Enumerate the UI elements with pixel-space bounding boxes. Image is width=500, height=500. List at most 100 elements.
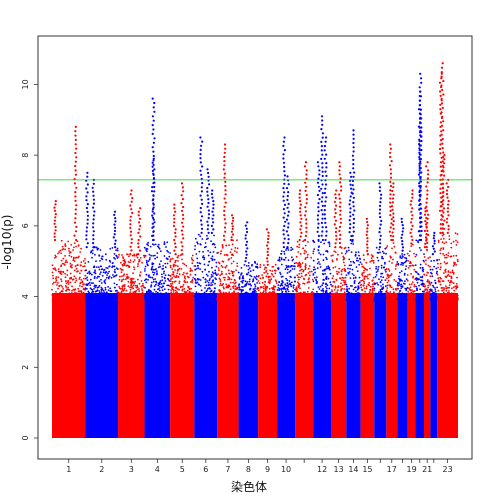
snp-point [96,286,99,289]
snp-point [354,295,357,298]
snp-point [132,287,135,290]
snp-point [411,207,414,210]
snp-point [451,269,454,272]
snp-point [92,234,95,237]
snp-point [316,276,318,278]
snp-point [424,289,427,291]
snp-point [120,299,122,301]
snp-point [332,275,335,277]
snp-point [130,281,132,283]
snp-point [307,296,309,298]
snp-point [351,238,354,242]
snp-point [123,273,126,275]
snp-point [123,264,126,266]
snp-point [379,234,382,237]
snp-point [80,279,83,281]
snp-point [100,282,103,284]
snp-point [414,255,417,258]
snp-point [152,163,155,166]
snp-point [364,275,366,278]
snp-point [214,287,217,290]
snp-point [53,206,56,209]
snp-point [161,279,164,282]
snp-point [372,255,374,258]
snp-point [366,220,369,224]
snp-point [441,138,444,141]
snp-point [411,238,414,242]
snp-point [194,280,197,282]
snp-point [270,294,273,297]
snp-point [159,265,162,268]
snp-point [207,201,210,205]
snp-point [420,283,423,286]
snp-point [144,270,146,272]
snp-point [424,210,427,213]
snp-point [211,196,214,199]
snp-point [448,284,451,286]
snp-point [269,269,271,272]
snp-point [229,251,232,254]
snp-point [147,260,150,263]
snp-point [212,214,215,217]
snp-point [424,207,427,210]
snp-point [436,286,438,289]
snp-point [355,266,358,268]
snp-point [160,260,162,262]
snp-point [202,298,204,301]
snp-point [74,125,77,128]
snp-point [74,138,77,141]
snp-point [424,223,428,226]
snp-point [247,283,250,285]
chromosome-19-points [406,189,417,438]
snp-point [305,298,308,301]
snp-point [317,226,320,229]
snp-point [285,284,288,287]
snp-point [286,288,289,291]
snp-point [130,278,133,280]
snp-point [418,143,421,146]
snp-point [223,197,226,200]
snp-point [129,219,132,222]
snp-point [232,294,235,297]
snp-point [200,215,204,218]
snp-point [268,282,271,285]
snp-point [98,275,100,278]
snp-point [214,298,217,300]
snp-point [290,246,293,249]
snp-point [322,279,325,281]
snp-point [356,270,359,272]
snp-point [126,275,129,278]
snp-point [154,278,157,280]
snp-point [80,261,83,263]
snp-point [104,292,107,295]
snp-point [65,297,67,299]
snp-point [349,260,352,263]
snp-point [140,297,143,300]
snp-point [280,257,283,260]
snp-point [374,282,377,285]
snp-point [263,268,266,270]
snp-point [153,212,156,215]
snp-point [445,299,447,301]
snp-point [273,285,275,287]
snp-point [327,277,330,280]
snp-point [452,282,455,284]
snp-point [425,274,428,277]
snp-point [298,238,301,242]
snp-point [421,266,424,269]
snp-point [190,291,192,294]
snp-point [357,294,360,297]
snp-point [66,288,68,291]
snp-point [175,276,178,278]
snp-point [453,289,456,292]
snp-point [426,241,429,245]
snp-point [375,298,377,301]
snp-point [163,255,166,257]
snp-point [447,224,450,227]
snp-point [152,262,155,265]
snp-point [145,273,148,276]
snp-point [352,205,355,208]
snp-point [169,275,172,277]
snp-point [151,132,154,135]
snp-point [383,299,386,301]
